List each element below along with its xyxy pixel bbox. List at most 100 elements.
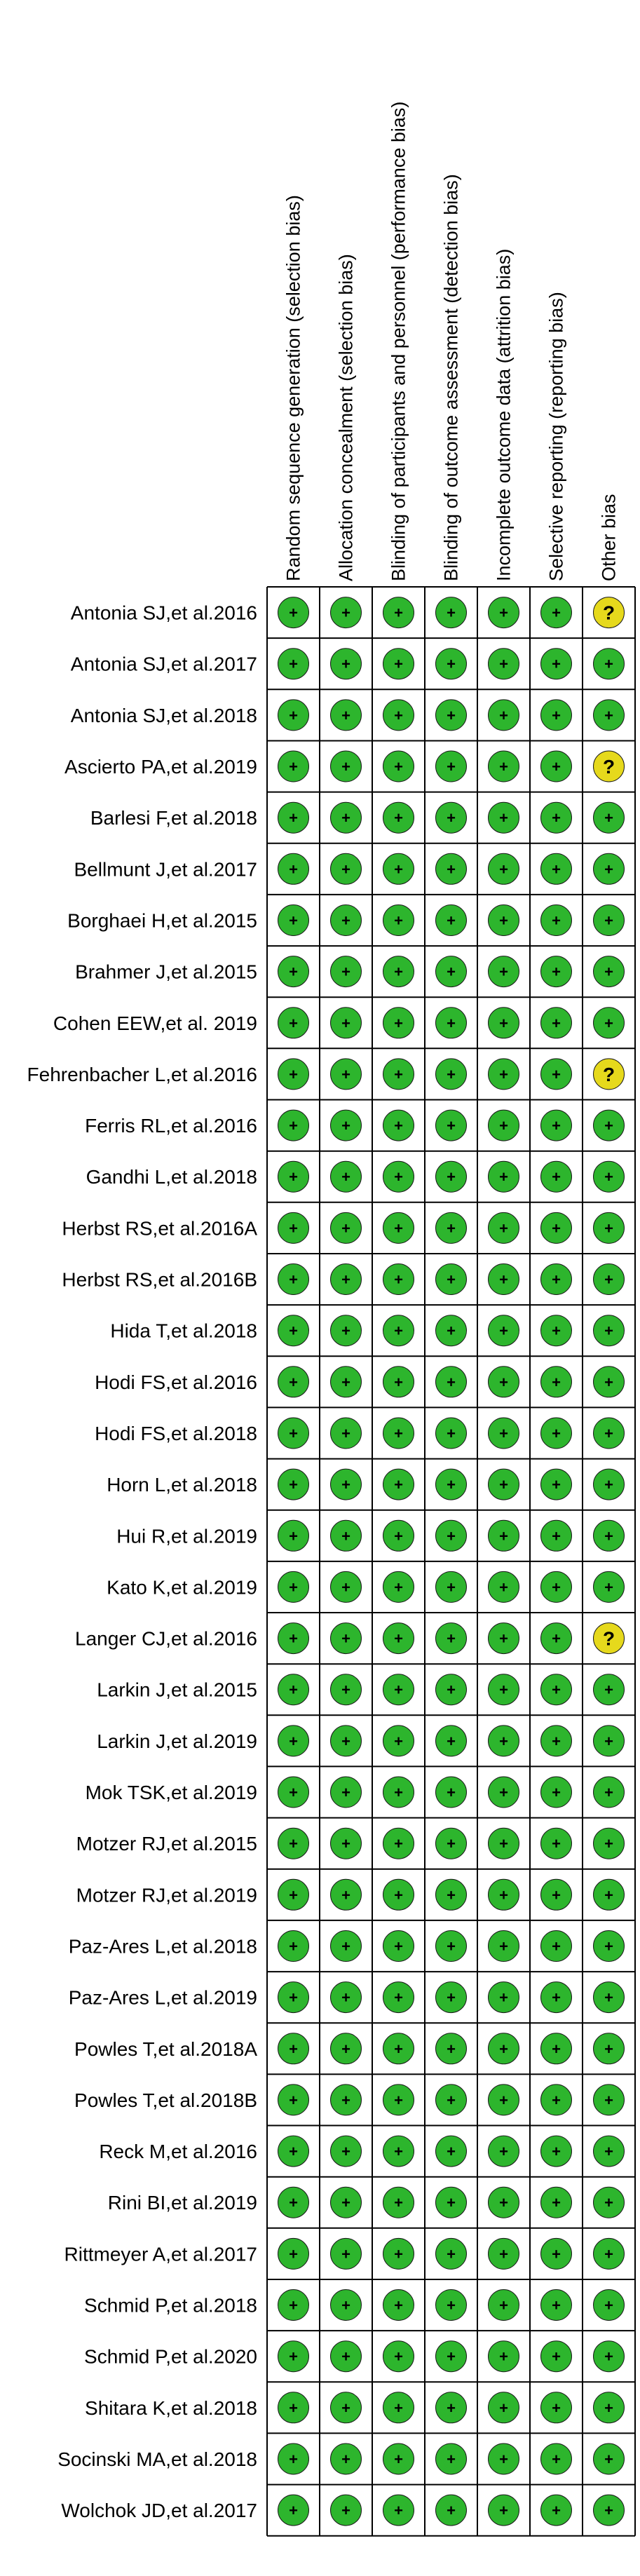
- rating-symbol: +: [499, 1117, 508, 1134]
- low-risk-circle: [593, 1725, 625, 1757]
- rating-symbol: +: [289, 707, 298, 724]
- low-risk-circle: [383, 750, 414, 782]
- rating-symbol: +: [604, 1527, 613, 1545]
- rating-symbol: +: [447, 1527, 456, 1545]
- low-risk-circle: [278, 597, 309, 629]
- study-label: Hui R,et al.2019: [116, 1525, 257, 1547]
- low-risk-circle: [278, 2237, 309, 2270]
- rating-symbol: +: [499, 1733, 508, 1750]
- rating-symbol: +: [499, 2348, 508, 2366]
- rating-symbol: +: [552, 2399, 561, 2417]
- rating-symbol: +: [341, 1784, 350, 1801]
- unclear-risk-circle: [593, 1622, 625, 1655]
- rating-symbol: +: [289, 2502, 298, 2519]
- rating-symbol: +: [552, 1168, 561, 1186]
- low-risk-circle: [435, 853, 467, 885]
- rating-symbol: +: [447, 707, 456, 724]
- low-risk-circle: [593, 2033, 625, 2065]
- low-risk-circle: [488, 1058, 519, 1090]
- low-risk-circle: [540, 699, 572, 731]
- low-risk-circle: [593, 1109, 625, 1141]
- low-risk-circle: [593, 2289, 625, 2321]
- study-label: Bellmunt J,et al.2017: [74, 858, 258, 880]
- low-risk-circle: [593, 2135, 625, 2167]
- low-risk-circle: [435, 648, 467, 680]
- low-risk-circle: [330, 2494, 362, 2526]
- low-risk-circle: [593, 853, 625, 885]
- rating-symbol: +: [394, 1271, 403, 1289]
- low-risk-circle: [540, 1007, 572, 1039]
- low-risk-circle: [435, 1878, 467, 1911]
- low-risk-circle: [488, 1725, 519, 1757]
- study-label: Ascierto PA,et al.2019: [64, 756, 257, 778]
- rating-symbol: +: [394, 1835, 403, 1852]
- rating-symbol: +: [447, 1681, 456, 1699]
- low-risk-circle: [278, 1725, 309, 1757]
- rating-symbol: +: [289, 2194, 298, 2211]
- rating-symbol: +: [289, 1630, 298, 1648]
- rating-symbol: +: [499, 1527, 508, 1545]
- low-risk-circle: [488, 1315, 519, 1347]
- rating-symbol: +: [604, 2245, 613, 2263]
- rating-symbol: +: [552, 2194, 561, 2211]
- low-risk-circle: [488, 1571, 519, 1603]
- rating-symbol: +: [394, 1374, 403, 1391]
- low-risk-circle: [593, 956, 625, 988]
- rating-symbol: +: [394, 1938, 403, 1955]
- study-label: Wolchok JD,et al.2017: [61, 2500, 257, 2521]
- low-risk-circle: [435, 1160, 467, 1193]
- low-risk-circle: [540, 1878, 572, 1911]
- rating-symbol: +: [499, 2450, 508, 2468]
- rating-symbol: ?: [603, 1628, 615, 1650]
- study-label: Socinski MA,et al.2018: [57, 2448, 257, 2470]
- low-risk-circle: [540, 1160, 572, 1193]
- low-risk-circle: [435, 1417, 467, 1449]
- low-risk-circle: [278, 1878, 309, 1911]
- rating-symbol: +: [447, 1322, 456, 1340]
- rating-symbol: +: [499, 1168, 508, 1186]
- low-risk-circle: [540, 1674, 572, 1706]
- unclear-risk-circle: [593, 1058, 625, 1090]
- rating-symbol: +: [552, 1578, 561, 1596]
- rating-symbol: +: [394, 912, 403, 930]
- low-risk-circle: [383, 1058, 414, 1090]
- rating-symbol: +: [447, 2348, 456, 2366]
- rating-symbol: +: [394, 758, 403, 775]
- rating-symbol: +: [289, 656, 298, 673]
- low-risk-circle: [435, 597, 467, 629]
- low-risk-circle: [383, 801, 414, 834]
- rating-symbol: +: [447, 1219, 456, 1237]
- rating-symbol: +: [394, 2450, 403, 2468]
- rating-symbol: +: [447, 2502, 456, 2519]
- study-label: Powles T,et al.2018A: [74, 2038, 257, 2060]
- rating-symbol: +: [447, 2399, 456, 2417]
- rating-symbol: +: [341, 963, 350, 981]
- study-label: Cohen EEW,et al. 2019: [53, 1012, 257, 1034]
- low-risk-circle: [278, 2392, 309, 2424]
- rating-symbol: +: [552, 1117, 561, 1134]
- rating-symbol: +: [341, 1066, 350, 1083]
- low-risk-circle: [330, 1930, 362, 1962]
- rating-symbol: +: [552, 1425, 561, 1442]
- low-risk-circle: [383, 2084, 414, 2116]
- low-risk-circle: [278, 1776, 309, 1808]
- rating-symbol: +: [289, 1938, 298, 1955]
- rating-symbol: +: [447, 2450, 456, 2468]
- rating-symbol: +: [289, 1374, 298, 1391]
- low-risk-circle: [593, 1930, 625, 1962]
- rating-symbol: +: [394, 604, 403, 622]
- rating-symbol: +: [341, 1322, 350, 1340]
- low-risk-circle: [435, 2033, 467, 2065]
- rating-symbol: +: [447, 1630, 456, 1648]
- rating-symbol: +: [289, 1425, 298, 1442]
- rating-symbol: +: [499, 912, 508, 930]
- low-risk-circle: [330, 904, 362, 936]
- rating-symbol: +: [341, 1938, 350, 1955]
- rating-symbol: +: [394, 963, 403, 981]
- low-risk-circle: [330, 2340, 362, 2373]
- low-risk-circle: [278, 1263, 309, 1295]
- low-risk-circle: [593, 1263, 625, 1295]
- study-label: Borghaei H,et al.2015: [67, 910, 257, 932]
- low-risk-circle: [540, 1263, 572, 1295]
- low-risk-circle: [593, 1160, 625, 1193]
